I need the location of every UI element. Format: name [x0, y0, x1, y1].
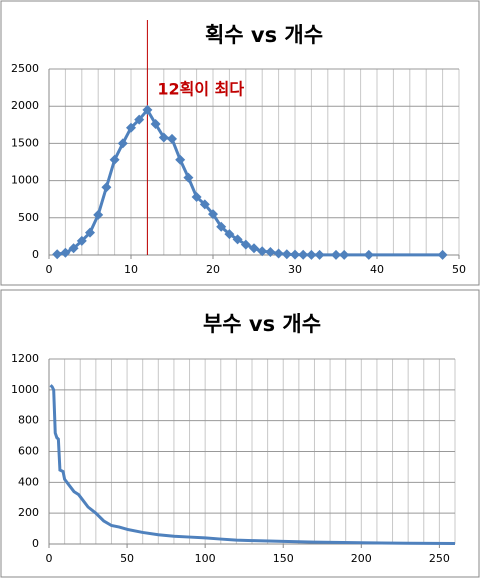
x-tick-label: 30: [288, 263, 302, 276]
marker: [85, 227, 95, 238]
marker: [240, 239, 251, 250]
y-tick-label: 1000: [11, 383, 39, 396]
marker: [437, 249, 448, 260]
annotation: 12획이 최다: [157, 80, 244, 99]
y-tick-label: 1000: [11, 174, 39, 187]
marker: [363, 249, 374, 260]
x-tick-label: 150: [273, 552, 294, 565]
marker: [183, 172, 194, 183]
y-tick-label: 500: [18, 211, 39, 224]
marker: [76, 235, 87, 246]
marker: [314, 249, 325, 260]
marker: [290, 249, 300, 260]
y-tick-label: 2000: [11, 99, 39, 112]
marker: [117, 138, 128, 149]
x-tick-label: 0: [46, 552, 53, 565]
marker: [175, 154, 186, 165]
marker: [265, 247, 276, 258]
x-tick-label: 10: [124, 263, 138, 276]
marker: [216, 221, 227, 232]
marker: [142, 104, 153, 115]
y-tick-label: 2500: [11, 62, 39, 75]
chart-title: 부수 vs 개수: [203, 312, 321, 336]
marker: [167, 133, 177, 144]
y-tick-label: 600: [18, 445, 39, 458]
y-tick-label: 1200: [11, 352, 39, 365]
y-tick-label: 800: [18, 414, 39, 427]
marker: [150, 119, 161, 130]
marker: [134, 114, 145, 125]
x-tick-label: 250: [429, 552, 450, 565]
marker: [60, 247, 71, 258]
y-tick-label: 0: [32, 248, 39, 261]
y-tick-label: 200: [18, 506, 39, 519]
x-tick-label: 40: [370, 263, 384, 276]
marker: [101, 182, 112, 193]
y-tick-label: 400: [18, 475, 39, 488]
marker: [281, 249, 292, 260]
x-tick-label: 50: [120, 552, 134, 565]
marker: [52, 249, 63, 260]
marker: [273, 248, 284, 259]
marker: [93, 209, 104, 220]
marker: [158, 132, 169, 143]
x-tick-label: 200: [351, 552, 372, 565]
marker: [249, 243, 259, 254]
marker: [208, 209, 218, 220]
marker: [199, 199, 210, 210]
marker: [257, 246, 268, 257]
marker: [339, 249, 350, 260]
marker: [126, 122, 136, 133]
x-tick-label: 0: [46, 263, 53, 276]
line: [49, 384, 456, 546]
marker: [331, 249, 341, 260]
x-tick-label: 20: [206, 263, 220, 276]
y-tick-label: 1500: [11, 136, 39, 149]
marker: [298, 249, 309, 260]
marker: [224, 229, 235, 240]
marker: [191, 191, 202, 202]
y-tick-label: 0: [32, 537, 39, 550]
marker: [68, 243, 79, 254]
chart-title: 획수 vs 개수: [205, 23, 323, 47]
x-tick-label: 100: [195, 552, 216, 565]
marker: [109, 154, 120, 165]
marker: [306, 249, 317, 260]
x-tick-label: 50: [452, 263, 466, 276]
marker: [232, 234, 243, 245]
